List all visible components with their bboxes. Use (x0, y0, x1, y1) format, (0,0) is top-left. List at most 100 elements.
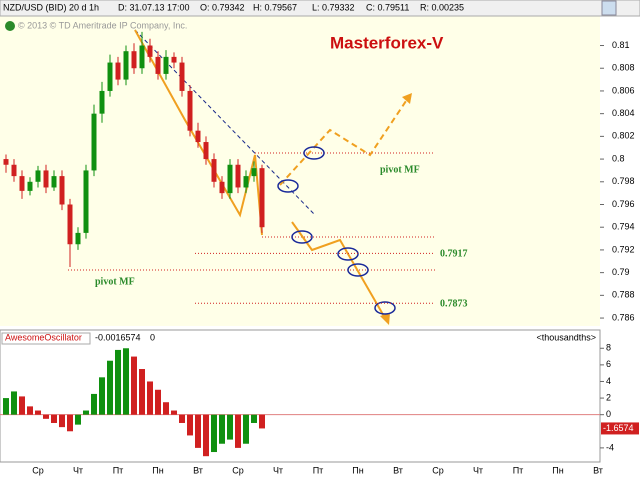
candle-body (59, 176, 65, 205)
high: H: 0.79567 (253, 2, 297, 12)
bar (259, 414, 265, 429)
bar (123, 348, 129, 415)
x-tick-label: Пн (552, 465, 563, 475)
candle-body (11, 164, 17, 177)
y-tick-label: 0.804 (612, 108, 635, 118)
candle-body (107, 62, 113, 91)
ellipse (337, 247, 359, 261)
settings-icon[interactable] (601, 0, 617, 16)
bar (67, 414, 73, 432)
y-tick-label: 0.788 (612, 290, 635, 300)
y-tick-label: 0.796 (612, 199, 635, 209)
last-value-box (601, 422, 639, 435)
bar (19, 396, 25, 415)
bar (203, 414, 209, 457)
annotation: pivot MF (95, 276, 135, 287)
y-tick-label: 0.8 (612, 153, 625, 163)
level-lines (68, 152, 435, 271)
x-tick-label: Пт (113, 465, 124, 475)
candle-body (179, 62, 185, 91)
bar (139, 369, 145, 415)
last-value-label: -1.6574 (603, 423, 634, 433)
y-tick-label: 0.79 (612, 267, 630, 277)
bar (179, 414, 185, 423)
x-tick-label: Ср (32, 465, 44, 475)
bar (115, 349, 121, 415)
x-tick-label: Чт (273, 465, 283, 475)
candle-body (51, 176, 57, 188)
unit: <thousandths> (536, 332, 596, 342)
bar (235, 414, 241, 448)
x-tick-label: Пт (313, 465, 324, 475)
x-tick-label: Пт (513, 465, 524, 475)
candle-body (227, 164, 233, 194)
candle-body (91, 113, 97, 171)
annotation: pivot MF (380, 164, 420, 175)
y-tick-label: 0.81 (612, 40, 630, 50)
arrow-head (380, 313, 390, 325)
candle-body (243, 176, 249, 188)
x-tick-label: Чт (73, 465, 83, 475)
candle-body (195, 130, 201, 143)
x-tick-label: Ср (432, 465, 444, 475)
candle-body (75, 232, 81, 245)
x-tick-label: Вт (393, 465, 403, 475)
y-tick-label: 0.808 (612, 63, 635, 73)
candle-body (19, 176, 25, 191)
candle-body (123, 51, 129, 80)
bar (51, 414, 57, 423)
x-tick-label: Вт (593, 465, 603, 475)
open: O: 0.79342 (200, 2, 245, 12)
bull-scenario (279, 97, 409, 186)
bar (147, 381, 153, 415)
indicator-param: 0 (150, 332, 155, 342)
copyright: © 2013 © TD Ameritrade IP Company, Inc. (18, 20, 187, 30)
y-tick-label: 0.786 (612, 312, 635, 322)
bar (211, 414, 217, 453)
bar (91, 393, 97, 415)
candle-body (235, 164, 241, 188)
candle-body (259, 168, 265, 228)
candle-body (251, 168, 257, 177)
bar (171, 410, 177, 415)
y-tick-label: 6 (606, 359, 611, 369)
range: R: 0.00235 (420, 2, 464, 12)
bear-scenario (291, 221, 386, 319)
low: L: 0.79332 (312, 2, 355, 12)
candle-body (155, 56, 161, 74)
x-tick-label: Пн (152, 465, 163, 475)
indicator-value: -0.0016574 (95, 332, 141, 342)
level-label: 0.7873 (440, 299, 468, 310)
bar (43, 414, 49, 419)
bar (219, 414, 225, 444)
bar (3, 398, 9, 415)
x-tick-label: Пн (352, 465, 363, 475)
ellipse (374, 301, 396, 315)
bar (107, 360, 113, 415)
bar (11, 391, 17, 415)
bar (131, 356, 137, 415)
candle-body (43, 170, 49, 188)
indicator-box (1, 332, 91, 345)
bar (163, 402, 169, 415)
bar (35, 410, 41, 415)
price-panel (0, 16, 600, 326)
bar (227, 414, 233, 440)
y-tick-label: 2 (606, 392, 611, 402)
x-tick-label: Чт (473, 465, 483, 475)
bar (27, 406, 33, 415)
y-tick-label: 0 (606, 409, 611, 419)
wave-path (134, 29, 263, 236)
candle-body (3, 159, 9, 165)
chart-title: Masterforex-V (330, 33, 444, 52)
candle-body (27, 181, 33, 191)
header-bar (0, 0, 640, 17)
bar (195, 414, 201, 448)
candle-body (147, 45, 153, 57)
candle-body (211, 159, 217, 182)
logo (5, 21, 15, 31)
indicator-name: AwesomeOscillator (5, 332, 82, 342)
candle-body (35, 170, 41, 182)
y-tick-label: 0.806 (612, 85, 635, 95)
